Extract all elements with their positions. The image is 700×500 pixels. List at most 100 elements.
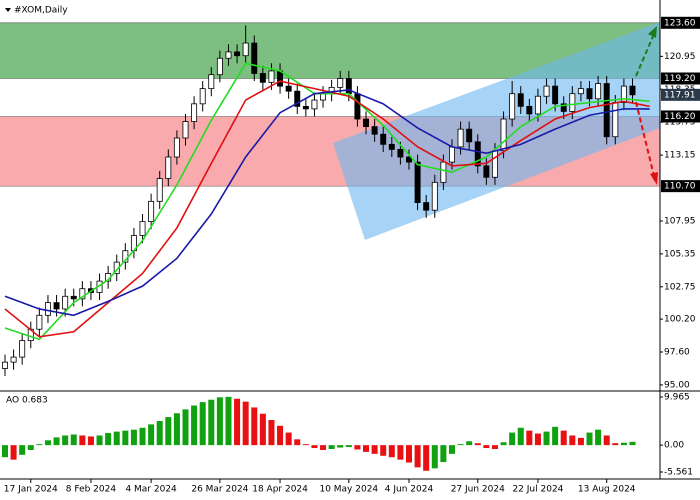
ao-bar	[311, 445, 318, 449]
candle-body	[406, 156, 412, 163]
ao-bar	[500, 442, 507, 446]
candle-body	[44, 302, 51, 316]
ao-bar	[62, 435, 69, 446]
ao-bar	[27, 445, 34, 450]
y-tick-label: 113.15	[664, 151, 696, 161]
candle-body	[543, 85, 550, 97]
y-tick-label: 105.35	[664, 249, 696, 259]
ao-bar	[414, 445, 421, 468]
ao-bar	[122, 430, 129, 446]
ao-bar	[474, 443, 481, 446]
candle-body	[448, 146, 455, 163]
ao-bar	[19, 445, 26, 455]
y-tick-label: -5.561	[664, 468, 693, 478]
ao-bar	[328, 445, 335, 450]
down-arrow	[635, 101, 655, 177]
candle-body	[62, 295, 69, 310]
candle-body	[277, 70, 284, 87]
ao-bar	[36, 444, 43, 446]
moving-average	[4, 62, 650, 341]
ao-bar	[320, 445, 327, 450]
price-marker	[661, 72, 700, 85]
y-tick-label: 107.95	[664, 216, 696, 226]
candle-body	[302, 105, 309, 110]
ao-bar	[87, 436, 94, 446]
ao-bar	[199, 402, 206, 446]
candle-body	[139, 221, 146, 236]
x-tick-label: 4 Jun 2024	[385, 485, 434, 495]
candle-body	[36, 314, 43, 330]
candle-body	[234, 51, 241, 57]
y-tick-label: 115.75	[664, 118, 696, 128]
price-marker	[661, 180, 700, 193]
x-tick-label: 13 Aug 2024	[578, 485, 636, 495]
ao-bar	[182, 409, 189, 446]
menu-triangle	[5, 8, 11, 12]
ao-bar	[577, 437, 584, 446]
ao-bar	[285, 432, 292, 446]
candle-body	[148, 200, 155, 222]
ao-bar	[251, 407, 258, 446]
ao-bar	[620, 442, 627, 446]
candle-body	[19, 340, 26, 358]
candle-body	[70, 295, 77, 300]
x-tick-label: 4 Mar 2024	[125, 485, 177, 495]
ao-bar	[216, 397, 223, 446]
candle-body	[517, 93, 524, 107]
ao-bar	[337, 445, 344, 448]
candle-body	[79, 288, 86, 300]
ao-bar	[534, 433, 541, 446]
ao-bar	[70, 434, 77, 446]
y-tick-label: 0.00	[664, 441, 684, 451]
x-tick-label: 26 Mar 2024	[191, 485, 248, 495]
candle-body	[457, 128, 464, 148]
ao-bar	[302, 444, 309, 446]
candle-body	[629, 85, 636, 96]
candle-body	[560, 103, 567, 112]
candle-body	[53, 302, 60, 310]
ao-bar	[397, 445, 404, 460]
candle-body	[363, 118, 369, 128]
ao-bar	[405, 445, 413, 463]
candle-body	[285, 85, 292, 92]
ao-bar	[139, 427, 146, 446]
x-tick-label: 18 Apr 2024	[252, 485, 308, 495]
ao-bar	[277, 425, 284, 446]
candle-body	[491, 150, 498, 178]
y-tick-label: 120.95	[664, 52, 696, 62]
candle-body	[526, 105, 533, 115]
ao-bar	[10, 445, 17, 460]
ao-bar	[569, 435, 576, 446]
ao-bar	[130, 429, 137, 446]
x-tick-label: 8 Feb 2024	[66, 485, 117, 495]
x-tick-label: 27 Jun 2024	[451, 485, 505, 495]
candle-body	[431, 181, 438, 211]
ao-bar	[423, 445, 430, 471]
price-marker-label: 117.91	[664, 90, 696, 100]
candle-body	[10, 356, 17, 363]
up-arrow-head	[648, 26, 657, 38]
ao-bar	[268, 420, 275, 446]
candle-body	[483, 165, 490, 178]
candle-body	[586, 88, 593, 100]
candle-body	[311, 99, 318, 110]
ao-bar	[363, 445, 370, 452]
ao-bar	[509, 432, 516, 446]
candle-body	[242, 42, 249, 57]
candle-body	[294, 90, 301, 107]
price-marker-label: 123.60	[664, 18, 696, 28]
price-marker	[661, 16, 700, 29]
ao-bar	[156, 420, 163, 446]
ao-bar	[586, 432, 593, 446]
ao-bar	[165, 417, 172, 446]
ao-bar	[173, 413, 180, 446]
ao-bar	[466, 441, 473, 446]
candle-body	[165, 156, 172, 179]
candle-body	[2, 361, 8, 369]
candle-body	[156, 178, 163, 202]
candle-body	[595, 83, 602, 100]
ao-bar	[345, 445, 352, 448]
ao-bar	[629, 441, 636, 446]
ao-bar	[491, 445, 498, 450]
